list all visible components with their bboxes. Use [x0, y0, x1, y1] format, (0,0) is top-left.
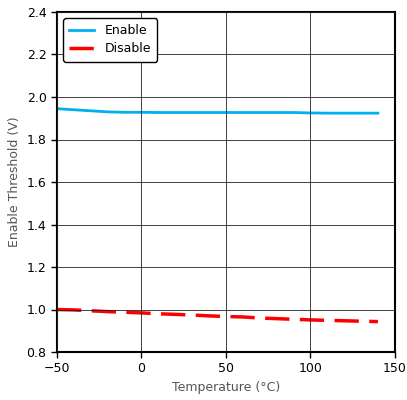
Disable — [308, 318, 313, 322]
Disable — [359, 319, 363, 324]
Disable — [88, 308, 93, 313]
Enable — [72, 107, 77, 112]
Enable — [190, 110, 195, 115]
Line: Disable: Disable — [57, 310, 378, 322]
Disable — [190, 313, 195, 318]
Disable — [325, 318, 330, 323]
Enable — [341, 111, 346, 116]
Enable — [139, 110, 144, 115]
Disable — [274, 316, 279, 321]
Enable — [173, 110, 177, 115]
Enable — [257, 110, 262, 115]
Legend: Enable, Disable: Enable, Disable — [63, 18, 157, 62]
Enable — [156, 110, 161, 115]
Enable — [375, 111, 380, 116]
Enable — [55, 106, 59, 111]
Enable — [359, 111, 363, 116]
Y-axis label: Enable Threshold (V): Enable Threshold (V) — [8, 117, 21, 247]
Disable — [139, 310, 144, 315]
Enable — [206, 110, 212, 115]
Disable — [257, 316, 262, 320]
Disable — [105, 309, 110, 314]
Enable — [325, 111, 330, 116]
Disable — [173, 312, 177, 317]
Disable — [122, 310, 127, 315]
Disable — [291, 317, 296, 322]
Disable — [55, 307, 59, 312]
Disable — [206, 314, 212, 318]
Enable — [122, 110, 127, 115]
Disable — [223, 314, 228, 319]
Line: Enable: Enable — [57, 109, 378, 113]
Enable — [274, 110, 279, 115]
Disable — [341, 318, 346, 323]
Enable — [105, 110, 110, 114]
Enable — [88, 108, 93, 113]
X-axis label: Temperature (°C): Temperature (°C) — [172, 381, 280, 394]
Enable — [308, 110, 313, 115]
Enable — [291, 110, 296, 115]
Disable — [375, 319, 380, 324]
Disable — [240, 314, 245, 319]
Enable — [240, 110, 245, 115]
Disable — [72, 308, 77, 312]
Disable — [156, 311, 161, 316]
Enable — [223, 110, 228, 115]
